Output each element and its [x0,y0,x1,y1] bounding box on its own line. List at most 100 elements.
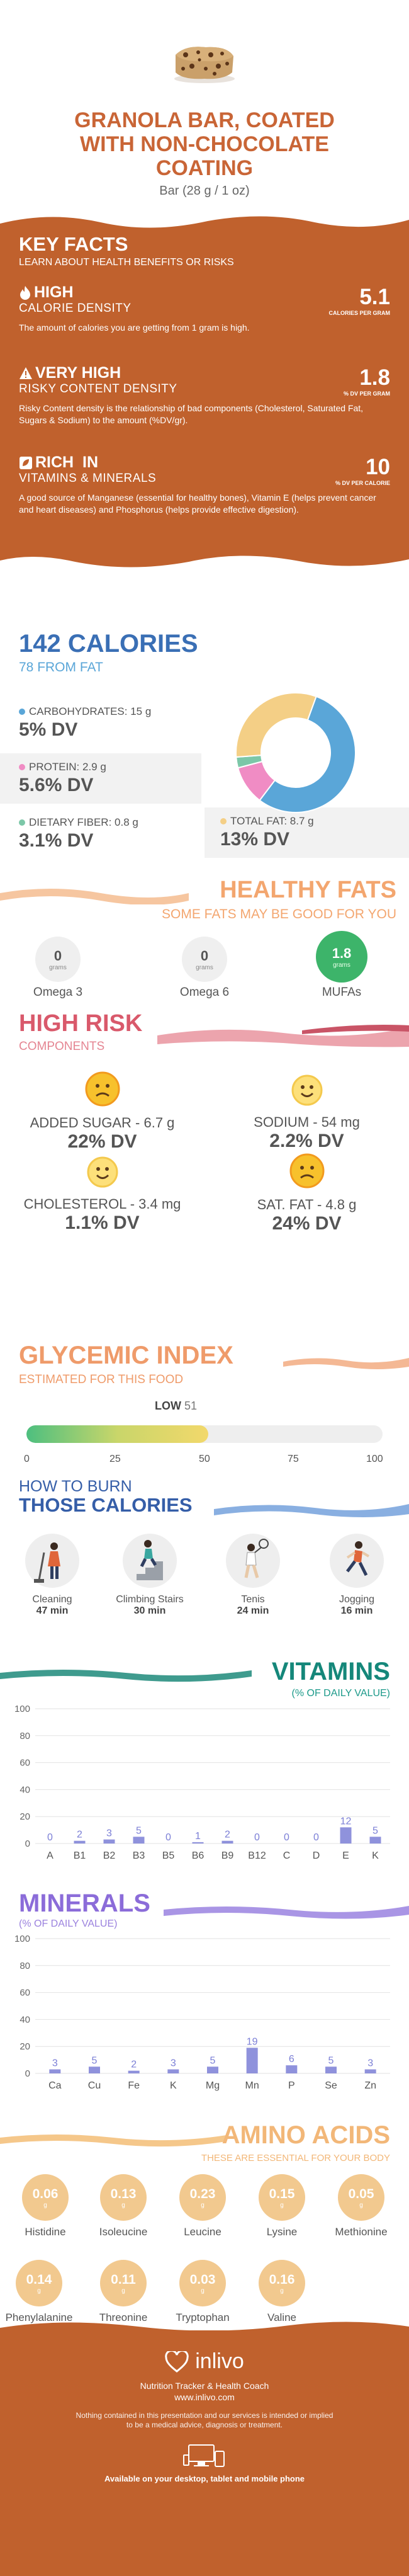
mineral-bar-fe [128,2070,140,2073]
sad-face-icon [84,1071,121,1107]
glycemic-tick: 50 [199,1454,210,1464]
facts-wave-top [0,216,409,236]
fat-row: TOTAL FAT: 8.7 g 13% DV [204,807,409,858]
risk-dv: 1.1% DV [65,1212,140,1233]
key-facts-subtitle: LEARN ABOUT HEALTH BENEFITS OR RISKS [19,257,234,268]
amino-value: 0.11 [111,2272,136,2287]
fact-level: HIGH [34,283,74,301]
vitamins-wave [0,1670,252,1682]
y-tick-label: 100 [14,1934,30,1944]
glycemic-level: LOW [155,1399,181,1412]
donut-slice-carbohydrates [259,695,356,813]
omega6-value: 0 [200,947,209,964]
risk-cholesterol: CHOLESTEROL - 3.4 mg 1.1% DV [0,1156,204,1234]
footer-url[interactable]: www.inlivo.com [174,2392,235,2402]
vitamins-chart: 100 80 60 40 20 0 0 A 2 B1 3 B2 5 B3 0 B5 1 B6 2 B9 0 B12 0 C 0 D… [14,1704,390,1861]
jogger-icon [330,1534,384,1588]
facts-wave-bottom [0,548,409,567]
calories-subtitle: 78 FROM FAT [19,660,103,675]
fiber-row: DIETARY FIBER: 0.8 g 3.1% DV [0,816,201,867]
y-tick-label: 60 [20,1988,30,1998]
page-title: GRANOLA BAR, COATED WITH NON-CHOCOLATE C… [0,108,409,180]
bar-value-label: 19 [247,2036,258,2047]
amino-value: 0.23 [189,2186,216,2201]
x-tick-label: K [372,1850,379,1861]
high-risk-title: HIGH RISK [19,1010,143,1037]
fact-unit: CALORIES PER GRAM [328,310,390,316]
fats-wave [0,889,189,904]
amino-value: 0.03 [189,2272,216,2287]
amino-value-circle: 0.14 g [16,2260,62,2306]
glycemic-ticks: 0 25 50 75 100 [24,1454,383,1466]
vitamins-subtitle: (% OF DAILY VALUE) [291,1688,390,1699]
amino-unit: g [121,2201,125,2209]
glycemic-wave [283,1358,409,1369]
x-tick-label: B5 [162,1850,175,1861]
stairs-climber-icon [123,1534,177,1588]
bar-value-label: 5 [92,2055,98,2066]
bar-value-label: 5 [328,2055,334,2066]
amino-subtitle: THESE ARE ESSENTIAL FOR YOUR BODY [201,2153,390,2163]
amino-unit: g [43,2201,47,2209]
bar-value-label: 3 [171,2058,176,2069]
risk-added-sugar: ADDED SUGAR - 6.7 g 22% DV [0,1071,204,1153]
amino-name: Methionine [335,2226,388,2238]
x-tick-label: Mn [245,2080,259,2091]
amino-name: Isoleucine [99,2226,148,2238]
amino-value-circle: 0.11 g [100,2260,147,2306]
burn-name: Climbing Stairs [116,1594,184,1605]
omega3-label: Omega 3 [33,986,83,999]
risk-label: SAT. FAT - 4.8 g [257,1197,357,1212]
amino-unit: g [280,2287,284,2294]
risk-sat-fat: SAT. FAT - 4.8 g 24% DV [204,1153,409,1234]
y-tick-label: 100 [14,1704,30,1714]
amino-lysine: 0.15 g Lysine [244,2174,320,2238]
sad-face-icon [289,1153,325,1189]
calorie-donut-chart [235,692,356,813]
fact-description: The amount of calories you are getting f… [19,322,250,333]
bar-value-label: 0 [47,1832,53,1843]
risk-sodium: SODIUM - 54 mg 2.2% DV [204,1074,409,1152]
footer-disclaimer-2: to be a medical advice, diagnosis or tre… [126,2420,283,2429]
fact-name: VITAMINS & MINERALS [19,472,157,485]
fact-risky-content: VERY HIGH RISKY CONTENT DENSITY Risky Co… [19,364,390,426]
bar-value-label: 2 [77,1830,82,1840]
risk-dv: 2.2% DV [269,1131,344,1151]
mineral-bar-mg [207,2066,218,2073]
amino-name: Valine [267,2311,296,2323]
footer-wave [0,2322,409,2337]
x-tick-label: Cu [88,2080,101,2091]
burn-jogging: Jogging 16 min [316,1534,398,1617]
vitamin-bar-b2 [103,1839,115,1844]
bar-value-label: 5 [373,1825,378,1836]
protein-dv: 5.6% DV [19,775,94,795]
minerals-chart: 100 80 60 40 20 0 3 Ca 5 Cu 2 Fe 3 K 5 Mg 19 Mn 6 P 5 Se 3 Zn [14,1934,390,2091]
risk-dv: 22% DV [67,1131,137,1152]
carbohydrates-label: CARBOHYDRATES: 15 g [29,705,152,717]
fact-level: VERY HIGH [35,364,121,382]
amino-value: 0.15 [269,2186,295,2201]
x-tick-label: Zn [364,2080,376,2091]
burn-time: 47 min [36,1605,69,1616]
amino-value-circle: 0.23 g [179,2174,226,2221]
fact-value: 5.1 [359,285,390,309]
glycemic-tick: 0 [24,1454,30,1464]
risk-dv: 24% DV [272,1213,342,1234]
food-image [167,41,242,85]
bar-value-label: 1 [195,1831,201,1842]
omega3-unit: grams [49,964,67,971]
y-tick-label: 60 [20,1758,30,1769]
amino-value-circle: 0.06 g [22,2174,69,2221]
happy-face-icon [86,1156,119,1188]
leaf-icon [19,456,33,470]
burn-name: Jogging [339,1594,375,1605]
tennis-player-icon [226,1534,280,1588]
title-line-1: GRANOLA BAR, COATED [74,108,335,132]
glycemic-tick: 100 [366,1454,383,1464]
glycemic-bar-fill [26,1425,208,1443]
footer-brand[interactable]: inlivo [195,2349,244,2373]
amino-title: AMINO ACIDS [221,2121,390,2149]
bar-value-label: 0 [254,1832,260,1843]
glycemic-tick: 25 [109,1454,121,1464]
omega3-value: 0 [53,947,62,964]
